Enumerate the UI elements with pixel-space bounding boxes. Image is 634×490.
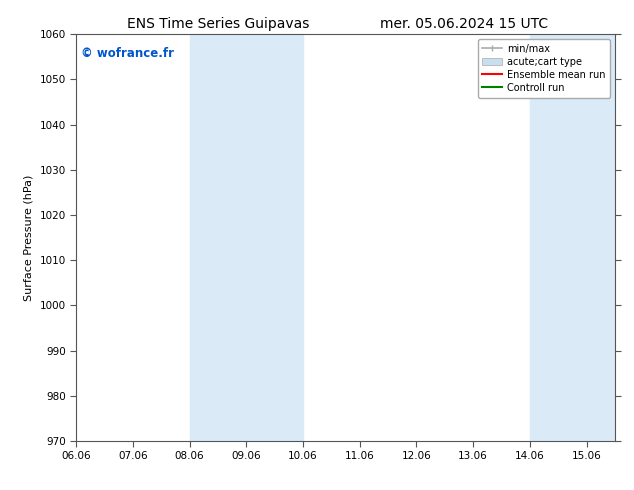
Bar: [246, 34, 303, 441]
Bar: [190, 34, 246, 441]
Legend: min/max, acute;cart type, Ensemble mean run, Controll run: min/max, acute;cart type, Ensemble mean …: [477, 39, 610, 98]
Text: © wofrance.fr: © wofrance.fr: [81, 47, 174, 59]
Text: mer. 05.06.2024 15 UTC: mer. 05.06.2024 15 UTC: [380, 17, 548, 31]
Bar: [586, 34, 615, 441]
Y-axis label: Surface Pressure (hPa): Surface Pressure (hPa): [24, 174, 34, 301]
Bar: [530, 34, 586, 441]
Text: ENS Time Series Guipavas: ENS Time Series Guipavas: [127, 17, 309, 31]
